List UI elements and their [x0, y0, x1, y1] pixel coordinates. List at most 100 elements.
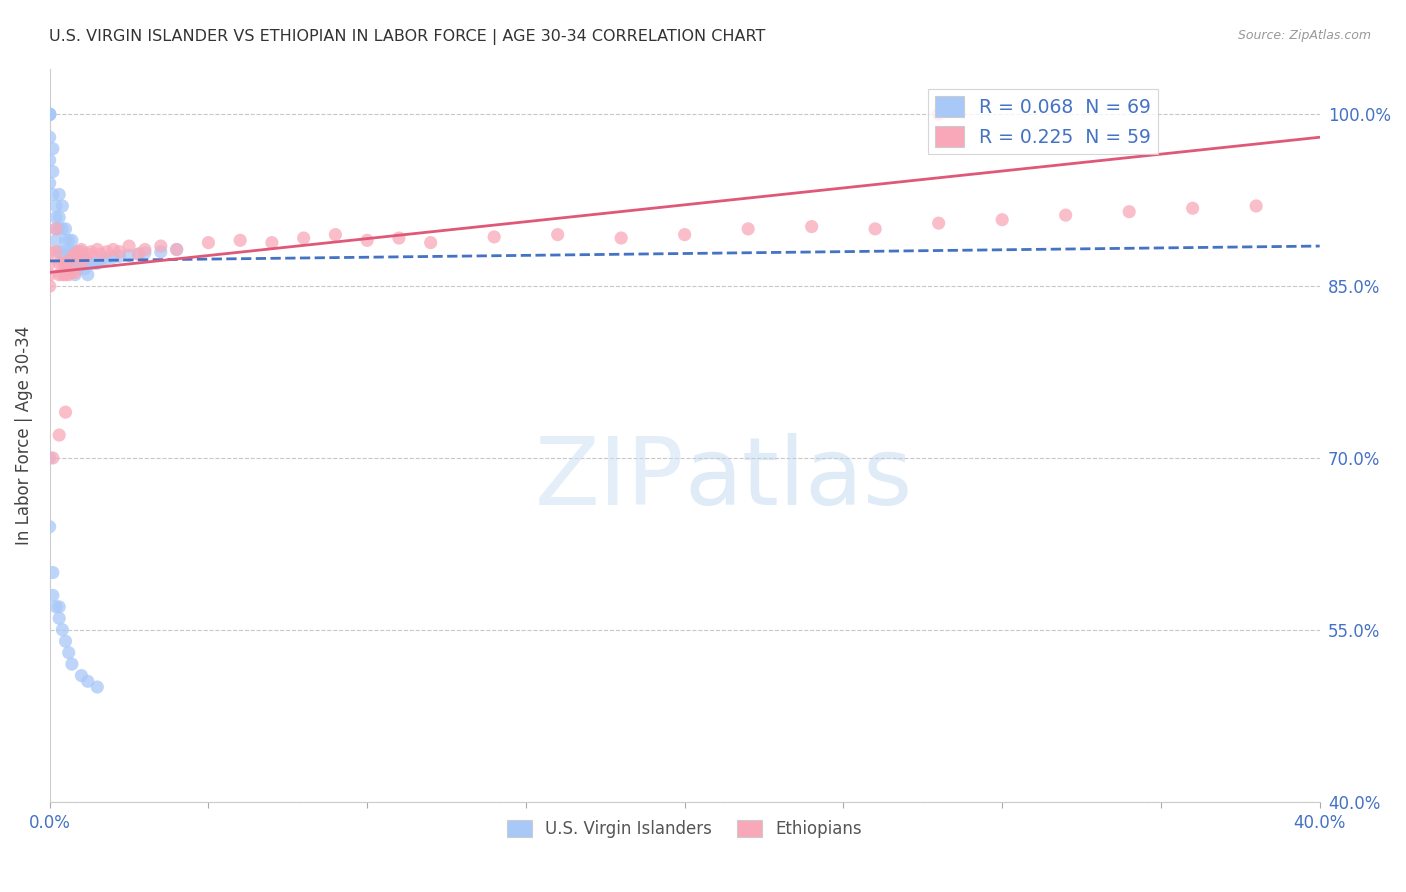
Point — [67, 251, 90, 265]
Point — [48, 268, 70, 282]
Point — [58, 646, 80, 660]
Point — [166, 243, 188, 257]
Point — [800, 219, 823, 234]
Point — [89, 247, 111, 261]
Point — [76, 674, 98, 689]
Point — [38, 279, 60, 293]
Point — [863, 222, 886, 236]
Point — [55, 256, 77, 270]
Point — [134, 243, 156, 257]
Point — [96, 244, 118, 259]
Point — [55, 634, 77, 648]
Point — [197, 235, 219, 250]
Point — [63, 247, 86, 261]
Point — [108, 249, 131, 263]
Point — [1181, 201, 1204, 215]
Point — [51, 256, 73, 270]
Point — [42, 588, 65, 602]
Point — [58, 244, 80, 259]
Point — [42, 450, 65, 465]
Point — [38, 107, 60, 121]
Point — [38, 256, 60, 270]
Point — [48, 599, 70, 614]
Point — [58, 254, 80, 268]
Point — [67, 244, 90, 259]
Point — [76, 268, 98, 282]
Point — [60, 256, 83, 270]
Point — [51, 244, 73, 259]
Point — [166, 243, 188, 257]
Point — [55, 222, 77, 236]
Point — [58, 256, 80, 270]
Point — [55, 268, 77, 282]
Point — [86, 256, 108, 270]
Point — [991, 212, 1014, 227]
Point — [149, 244, 172, 259]
Point — [737, 222, 759, 236]
Point — [60, 244, 83, 259]
Text: U.S. VIRGIN ISLANDER VS ETHIOPIAN IN LABOR FORCE | AGE 30-34 CORRELATION CHART: U.S. VIRGIN ISLANDER VS ETHIOPIAN IN LAB… — [49, 29, 766, 45]
Text: Source: ZipAtlas.com: Source: ZipAtlas.com — [1237, 29, 1371, 43]
Point — [42, 142, 65, 156]
Point — [55, 233, 77, 247]
Point — [325, 227, 347, 242]
Point — [388, 231, 411, 245]
Point — [60, 265, 83, 279]
Point — [89, 254, 111, 268]
Point — [356, 233, 378, 247]
Point — [70, 244, 93, 259]
Legend: U.S. Virgin Islanders, Ethiopians: U.S. Virgin Islanders, Ethiopians — [501, 813, 869, 845]
Point — [38, 107, 60, 121]
Text: atlas: atlas — [685, 433, 912, 525]
Point — [73, 262, 96, 277]
Point — [55, 405, 77, 419]
Point — [70, 243, 93, 257]
Point — [38, 450, 60, 465]
Point — [86, 680, 108, 694]
Point — [60, 251, 83, 265]
Point — [55, 256, 77, 270]
Point — [38, 153, 60, 168]
Point — [96, 252, 118, 266]
Point — [128, 247, 150, 261]
Point — [48, 244, 70, 259]
Point — [76, 247, 98, 261]
Point — [38, 107, 60, 121]
Point — [38, 107, 60, 121]
Point — [73, 251, 96, 265]
Point — [118, 248, 141, 262]
Point — [547, 227, 569, 242]
Point — [60, 657, 83, 672]
Point — [48, 256, 70, 270]
Point — [419, 235, 441, 250]
Point — [63, 244, 86, 259]
Point — [108, 244, 131, 259]
Point — [60, 251, 83, 265]
Point — [67, 262, 90, 277]
Point — [80, 244, 103, 259]
Point — [292, 231, 315, 245]
Point — [42, 187, 65, 202]
Point — [51, 199, 73, 213]
Point — [45, 222, 67, 236]
Point — [482, 230, 505, 244]
Point — [63, 256, 86, 270]
Point — [1118, 204, 1140, 219]
Point — [101, 243, 124, 257]
Point — [45, 244, 67, 259]
Point — [48, 611, 70, 625]
Point — [70, 256, 93, 270]
Point — [149, 239, 172, 253]
Point — [101, 251, 124, 265]
Point — [76, 256, 98, 270]
Y-axis label: In Labor Force | Age 30-34: In Labor Force | Age 30-34 — [15, 326, 32, 545]
Point — [45, 222, 67, 236]
Point — [73, 251, 96, 265]
Point — [610, 231, 633, 245]
Point — [928, 107, 950, 121]
Point — [1054, 208, 1077, 222]
Point — [80, 256, 103, 270]
Point — [45, 599, 67, 614]
Point — [229, 233, 252, 247]
Point — [86, 243, 108, 257]
